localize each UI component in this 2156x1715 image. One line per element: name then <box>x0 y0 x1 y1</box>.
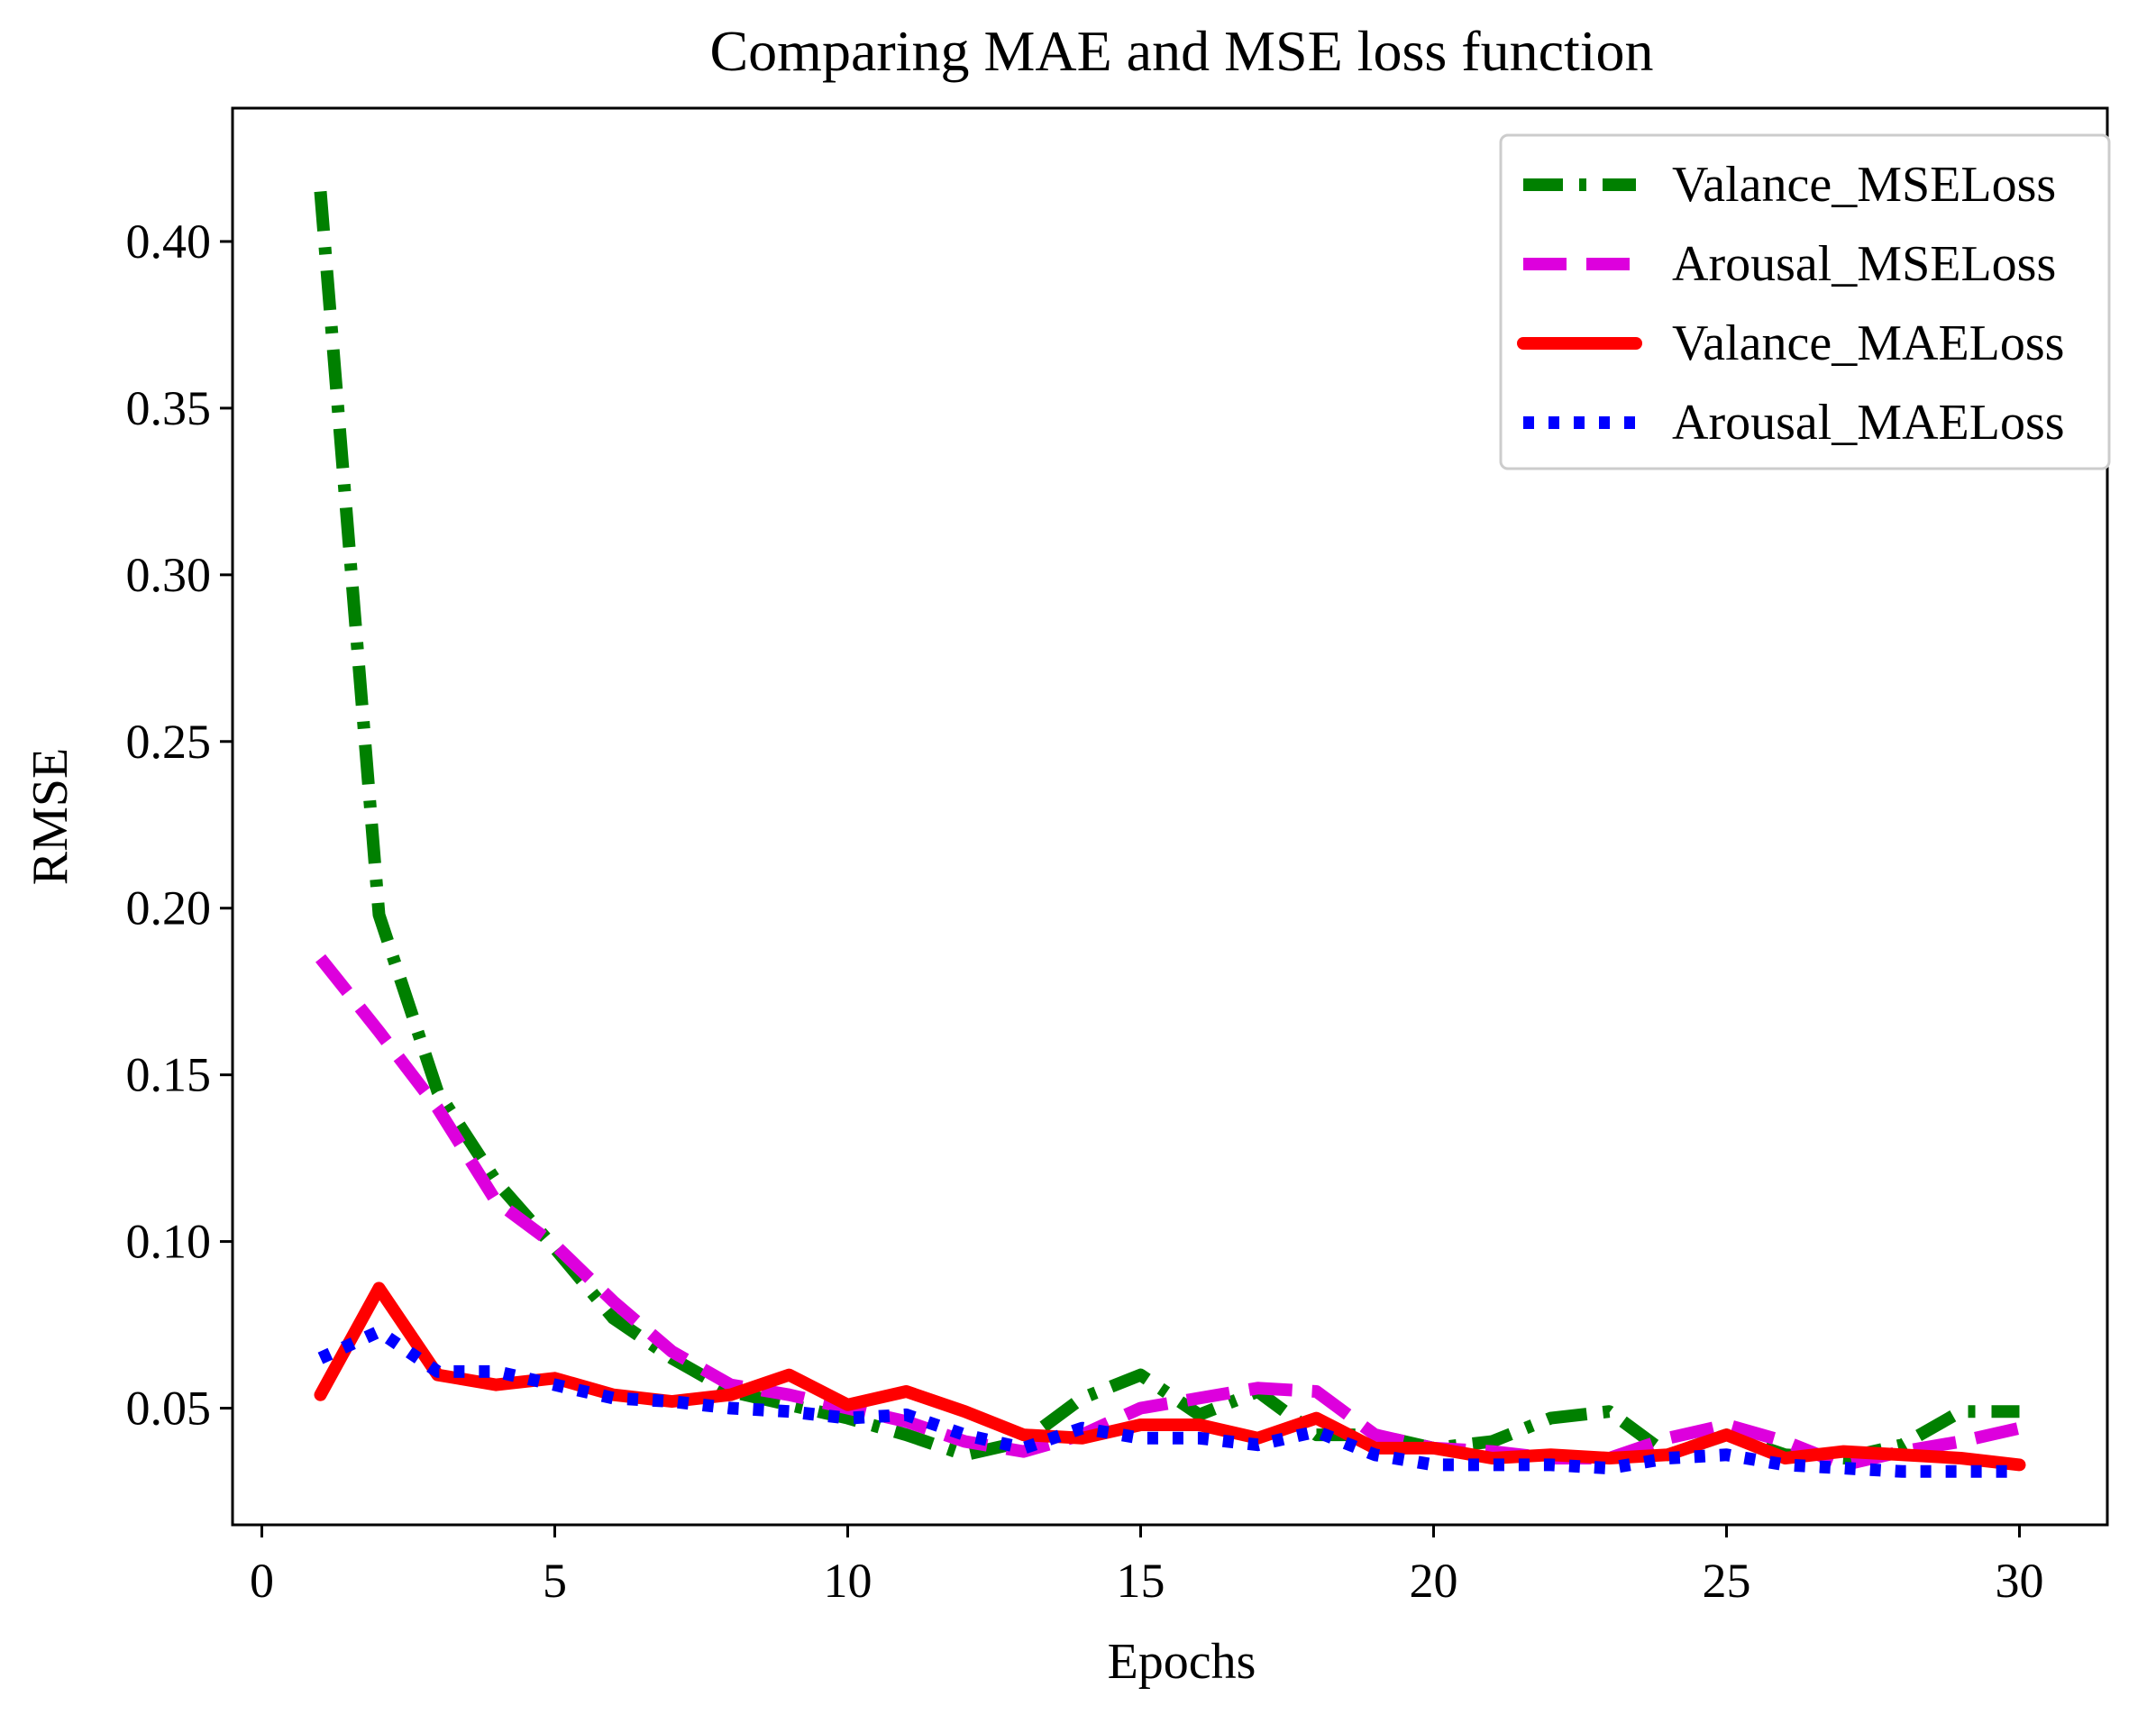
y-tick-label: 0.40 <box>126 214 212 269</box>
y-axis-label: RMSE <box>23 748 78 886</box>
y-tick-label: 0.05 <box>126 1382 212 1436</box>
x-axis: 0 5 10 15 20 25 30 <box>250 1525 2044 1608</box>
x-tick-label: 5 <box>543 1554 567 1608</box>
x-tick-label: 20 <box>1410 1554 1458 1608</box>
x-tick-label: 30 <box>1996 1554 2044 1608</box>
legend-label: Arousal_MSELoss <box>1672 236 2056 292</box>
y-tick-label: 0.15 <box>126 1048 212 1102</box>
x-tick-label: 0 <box>250 1554 274 1608</box>
series-layer <box>314 190 2026 1478</box>
series-line-arousal-maeloss <box>317 1325 2020 1478</box>
series-line-arousal-mseloss <box>315 953 2022 1472</box>
x-tick-label: 10 <box>824 1554 872 1608</box>
x-tick-label: 25 <box>1703 1554 1751 1608</box>
legend-label: Arousal_MAELoss <box>1672 395 2065 451</box>
plot-frame <box>231 106 2109 1527</box>
y-tick-label: 0.30 <box>126 548 212 602</box>
y-tick-label: 0.35 <box>126 381 212 435</box>
y-tick-label: 0.10 <box>126 1215 212 1269</box>
y-tick-label: 0.25 <box>126 715 212 769</box>
x-axis-label: Epochs <box>1108 1634 1256 1690</box>
y-axis: 0.05 0.10 0.15 0.20 0.25 0.30 0.35 0.40 <box>126 214 233 1436</box>
legend: Valance_MSELoss Arousal_MSELoss Valance_MA… <box>1499 133 2111 470</box>
legend-label: Valance_MAELoss <box>1672 315 2064 371</box>
x-tick-label: 15 <box>1117 1554 1165 1608</box>
y-tick-label: 0.20 <box>126 881 212 935</box>
chart-title: Comparing MAE and MSE loss function <box>709 19 1653 83</box>
legend-label: Valance_MSELoss <box>1672 157 2056 213</box>
legend-box <box>1499 133 2111 470</box>
